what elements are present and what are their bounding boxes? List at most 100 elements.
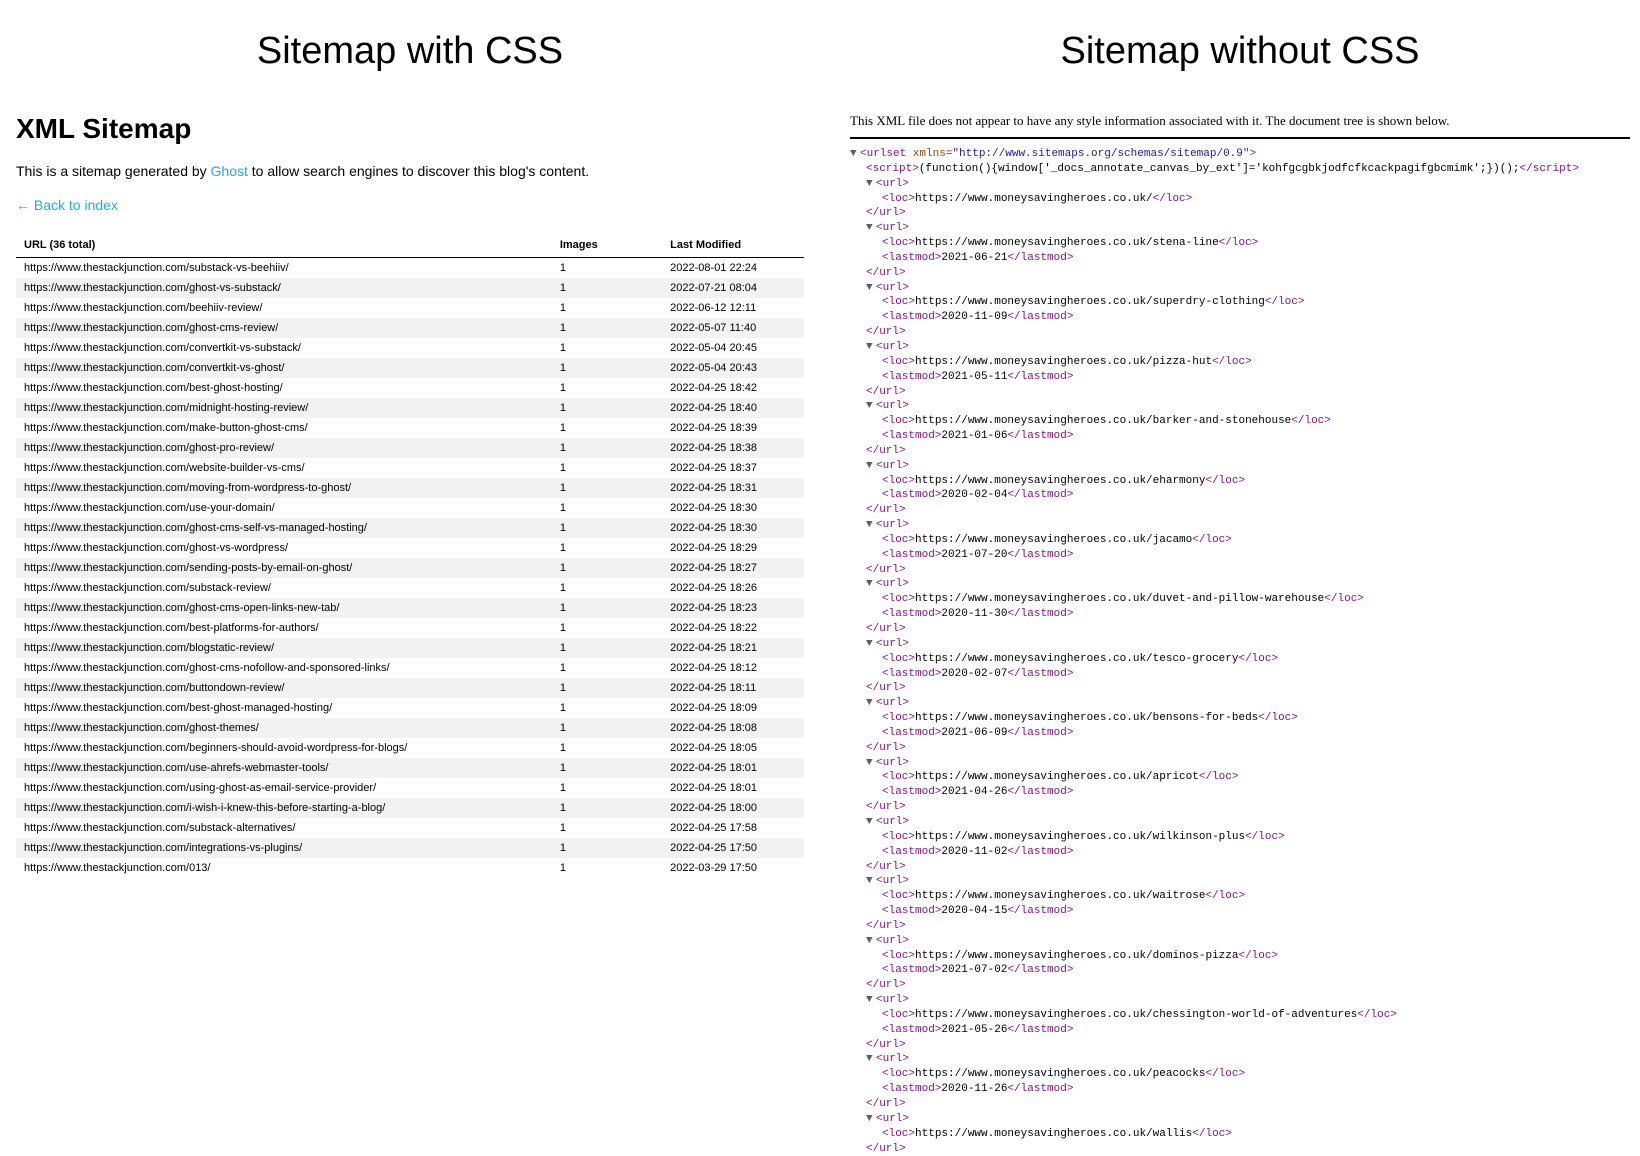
cell-url[interactable]: https://www.thestackjunction.com/use-ahr… bbox=[16, 758, 552, 778]
col-header-modified: Last Modified bbox=[662, 233, 804, 258]
cell-url[interactable]: https://www.thestackjunction.com/ghost-c… bbox=[16, 518, 552, 538]
xml-lastmod: <lastmod>2020-11-09</lastmod> bbox=[850, 310, 1630, 325]
xml-lastmod: <lastmod>2020-11-30</lastmod> bbox=[850, 607, 1630, 622]
cell-url[interactable]: https://www.thestackjunction.com/best-gh… bbox=[16, 378, 552, 398]
table-row: https://www.thestackjunction.com/buttond… bbox=[16, 678, 804, 698]
cell-modified: 2022-04-25 18:00 bbox=[662, 798, 804, 818]
xml-loc: <loc>https://www.moneysavingheroes.co.uk… bbox=[850, 830, 1630, 845]
table-row: https://www.thestackjunction.com/013/120… bbox=[16, 858, 804, 878]
xml-url-open: ▼<url> bbox=[850, 637, 1630, 652]
cell-url[interactable]: https://www.thestackjunction.com/best-gh… bbox=[16, 698, 552, 718]
xml-url-open: ▼<url> bbox=[850, 815, 1630, 830]
cell-url[interactable]: https://www.thestackjunction.com/beginne… bbox=[16, 738, 552, 758]
right-panel: Sitemap without CSS This XML file does n… bbox=[820, 0, 1640, 1156]
cell-url[interactable]: https://www.thestackjunction.com/i-wish-… bbox=[16, 798, 552, 818]
right-panel-title: Sitemap without CSS bbox=[850, 30, 1630, 73]
cell-modified: 2022-04-25 18:38 bbox=[662, 438, 804, 458]
cell-images: 1 bbox=[552, 578, 662, 598]
table-row: https://www.thestackjunction.com/best-pl… bbox=[16, 618, 804, 638]
cell-url[interactable]: https://www.thestackjunction.com/ghost-v… bbox=[16, 538, 552, 558]
table-row: https://www.thestackjunction.com/ghost-c… bbox=[16, 518, 804, 538]
table-row: https://www.thestackjunction.com/ghost-v… bbox=[16, 538, 804, 558]
xml-lastmod: <lastmod>2021-05-11</lastmod> bbox=[850, 370, 1630, 385]
xml-loc: <loc>https://www.moneysavingheroes.co.uk… bbox=[850, 1008, 1630, 1023]
cell-images: 1 bbox=[552, 618, 662, 638]
cell-url[interactable]: https://www.thestackjunction.com/integra… bbox=[16, 838, 552, 858]
cell-images: 1 bbox=[552, 398, 662, 418]
cell-modified: 2022-04-25 18:22 bbox=[662, 618, 804, 638]
cell-url[interactable]: https://www.thestackjunction.com/website… bbox=[16, 458, 552, 478]
cell-url[interactable]: https://www.thestackjunction.com/using-g… bbox=[16, 778, 552, 798]
xml-url-close: </url> bbox=[850, 860, 1630, 875]
cell-url[interactable]: https://www.thestackjunction.com/moving-… bbox=[16, 478, 552, 498]
cell-url[interactable]: https://www.thestackjunction.com/substac… bbox=[16, 258, 552, 279]
cell-images: 1 bbox=[552, 378, 662, 398]
xml-url-open: ▼<url> bbox=[850, 340, 1630, 355]
cell-url[interactable]: https://www.thestackjunction.com/convert… bbox=[16, 358, 552, 378]
xml-lastmod: <lastmod>2021-07-02</lastmod> bbox=[850, 963, 1630, 978]
cell-images: 1 bbox=[552, 798, 662, 818]
cell-modified: 2022-04-25 18:01 bbox=[662, 778, 804, 798]
xml-lastmod: <lastmod>2021-07-20</lastmod> bbox=[850, 548, 1630, 563]
table-row: https://www.thestackjunction.com/ghost-c… bbox=[16, 598, 804, 618]
cell-modified: 2022-05-04 20:43 bbox=[662, 358, 804, 378]
cell-modified: 2022-06-12 12:11 bbox=[662, 298, 804, 318]
table-row: https://www.thestackjunction.com/best-gh… bbox=[16, 698, 804, 718]
cell-url[interactable]: https://www.thestackjunction.com/buttond… bbox=[16, 678, 552, 698]
cell-url[interactable]: https://www.thestackjunction.com/convert… bbox=[16, 338, 552, 358]
cell-modified: 2022-05-07 11:40 bbox=[662, 318, 804, 338]
xml-url-close: </url> bbox=[850, 385, 1630, 400]
cell-modified: 2022-05-04 20:45 bbox=[662, 338, 804, 358]
cell-url[interactable]: https://www.thestackjunction.com/blogsta… bbox=[16, 638, 552, 658]
cell-modified: 2022-04-25 18:39 bbox=[662, 418, 804, 438]
cell-url[interactable]: https://www.thestackjunction.com/ghost-c… bbox=[16, 658, 552, 678]
cell-images: 1 bbox=[552, 758, 662, 778]
cell-url[interactable]: https://www.thestackjunction.com/beehiiv… bbox=[16, 298, 552, 318]
cell-modified: 2022-04-25 18:42 bbox=[662, 378, 804, 398]
xml-divider bbox=[850, 137, 1630, 139]
cell-images: 1 bbox=[552, 658, 662, 678]
cell-url[interactable]: https://www.thestackjunction.com/ghost-p… bbox=[16, 438, 552, 458]
cell-url[interactable]: https://www.thestackjunction.com/ghost-t… bbox=[16, 718, 552, 738]
cell-modified: 2022-04-25 18:21 bbox=[662, 638, 804, 658]
xml-url-close: </url> bbox=[850, 563, 1630, 578]
cell-images: 1 bbox=[552, 358, 662, 378]
cell-modified: 2022-04-25 18:26 bbox=[662, 578, 804, 598]
cell-url[interactable]: https://www.thestackjunction.com/ghost-v… bbox=[16, 278, 552, 298]
cell-url[interactable]: https://www.thestackjunction.com/ghost-c… bbox=[16, 598, 552, 618]
table-row: https://www.thestackjunction.com/use-you… bbox=[16, 498, 804, 518]
table-row: https://www.thestackjunction.com/moving-… bbox=[16, 478, 804, 498]
cell-modified: 2022-04-25 18:29 bbox=[662, 538, 804, 558]
xml-url-close: </url> bbox=[850, 1097, 1630, 1112]
cell-modified: 2022-04-25 18:12 bbox=[662, 658, 804, 678]
left-panel: Sitemap with CSS XML Sitemap This is a s… bbox=[0, 0, 820, 1156]
cell-modified: 2022-04-25 18:40 bbox=[662, 398, 804, 418]
cell-url[interactable]: https://www.thestackjunction.com/013/ bbox=[16, 858, 552, 878]
xml-url-close: </url> bbox=[850, 1038, 1630, 1053]
cell-images: 1 bbox=[552, 738, 662, 758]
desc-text-before: This is a sitemap generated by bbox=[16, 163, 211, 179]
cell-images: 1 bbox=[552, 778, 662, 798]
cell-images: 1 bbox=[552, 558, 662, 578]
xml-notice: This XML file does not appear to have an… bbox=[850, 113, 1630, 129]
cell-modified: 2022-08-01 22:24 bbox=[662, 258, 804, 279]
table-row: https://www.thestackjunction.com/using-g… bbox=[16, 778, 804, 798]
cell-url[interactable]: https://www.thestackjunction.com/midnigh… bbox=[16, 398, 552, 418]
ghost-link[interactable]: Ghost bbox=[211, 163, 248, 179]
xml-url-open: ▼<url> bbox=[850, 934, 1630, 949]
cell-modified: 2022-04-25 18:27 bbox=[662, 558, 804, 578]
comparison-container: Sitemap with CSS XML Sitemap This is a s… bbox=[0, 0, 1640, 1156]
cell-url[interactable]: https://www.thestackjunction.com/use-you… bbox=[16, 498, 552, 518]
back-to-index-link[interactable]: ← Back to index bbox=[16, 197, 118, 213]
cell-url[interactable]: https://www.thestackjunction.com/substac… bbox=[16, 578, 552, 598]
cell-url[interactable]: https://www.thestackjunction.com/best-pl… bbox=[16, 618, 552, 638]
xml-url-close: </url> bbox=[850, 266, 1630, 281]
cell-url[interactable]: https://www.thestackjunction.com/substac… bbox=[16, 818, 552, 838]
cell-url[interactable]: https://www.thestackjunction.com/sending… bbox=[16, 558, 552, 578]
cell-images: 1 bbox=[552, 718, 662, 738]
cell-url[interactable]: https://www.thestackjunction.com/make-bu… bbox=[16, 418, 552, 438]
cell-modified: 2022-04-25 18:30 bbox=[662, 498, 804, 518]
cell-modified: 2022-04-25 18:23 bbox=[662, 598, 804, 618]
cell-modified: 2022-04-25 18:37 bbox=[662, 458, 804, 478]
cell-url[interactable]: https://www.thestackjunction.com/ghost-c… bbox=[16, 318, 552, 338]
